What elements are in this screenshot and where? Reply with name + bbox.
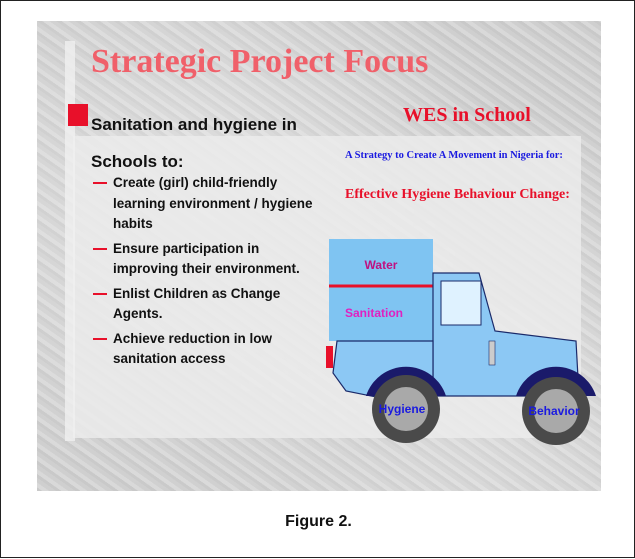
bullet-square xyxy=(68,104,88,126)
figure-caption: Figure 2. xyxy=(1,513,635,531)
right-heading: WES in School xyxy=(403,104,531,127)
truck-window xyxy=(441,281,481,325)
page: Strategic Project Focus Sanitation and h… xyxy=(0,0,635,558)
bullet-item: Enlist Children as Change Agents. xyxy=(93,284,315,325)
door-handle xyxy=(489,341,495,365)
bullet-item: Achieve reduction in low sanitation acce… xyxy=(93,329,315,370)
bullet-item: Create (girl) child-friendly learning en… xyxy=(93,173,315,235)
slide-title: Strategic Project Focus xyxy=(91,43,428,81)
bullet-list: Create (girl) child-friendly learning en… xyxy=(93,173,315,374)
cargo-box xyxy=(329,239,433,341)
bullet-item: Ensure participation in improving their … xyxy=(93,239,315,280)
wheel-label: Hygiene xyxy=(379,402,426,416)
tail-light xyxy=(326,346,333,368)
truck-label: Water xyxy=(365,258,398,272)
truck-label: Sanitation xyxy=(345,306,403,320)
effective-text: Effective Hygiene Behaviour Change: xyxy=(345,187,570,203)
wheel-label: Behavior xyxy=(528,404,580,418)
intro-text: Sanitation and hygiene in Schools to: xyxy=(91,106,341,180)
strategy-text: A Strategy to Create A Movement in Niger… xyxy=(345,150,563,161)
